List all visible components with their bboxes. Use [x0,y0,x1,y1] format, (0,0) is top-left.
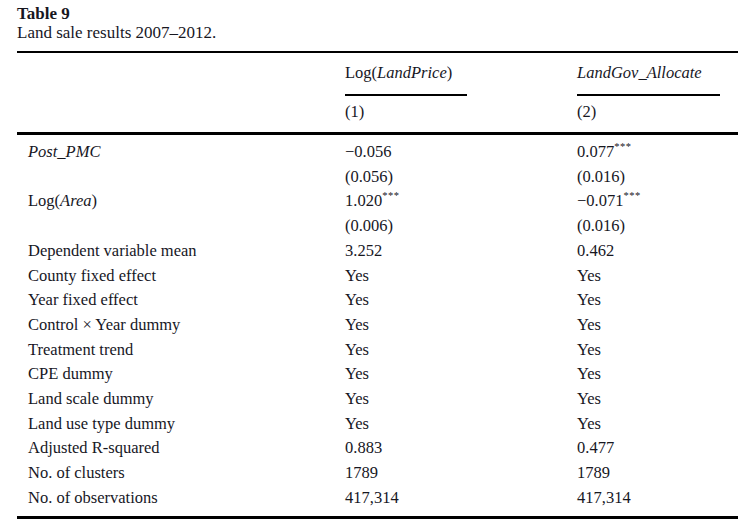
regression-table: Table 9 Land sale results 2007–2012. Log… [17,4,738,519]
table-row: (0.056) (0.016) [17,165,738,190]
table-header-row: Log(LandPrice) (1) LandGov_Allocate (2) [17,53,738,121]
cell-col2: Yes [577,288,738,313]
table-row: Adjusted R-squared 0.883 0.477 [17,436,738,461]
significance-stars: *** [614,141,631,152]
cell-col1: 3.252 [345,239,577,264]
cell-col2: 0.077*** [577,140,738,165]
row-label: Year fixed effect [17,288,345,313]
table-row: Dependent variable mean 3.252 0.462 [17,239,738,264]
row-label: No. of observations [17,486,345,511]
row-label: Adjusted R-squared [17,436,345,461]
table-row: Treatment trend Yes Yes [17,338,738,363]
table-bottom-rule [17,516,738,519]
row-label: Land use type dummy [17,412,345,437]
row-label: CPE dummy [17,362,345,387]
table-row: No. of observations 417,314 417,314 [17,486,738,511]
cell-col1: 1.020*** [345,189,577,214]
column-header-1-var: LandPrice [377,63,447,82]
row-label: Dependent variable mean [17,239,345,264]
cell-col2: 1789 [577,461,738,486]
table-caption: Land sale results 2007–2012. [17,23,738,42]
column-header-1-underline [345,94,467,96]
cell-col1: Yes [345,412,577,437]
table-row: County fixed effect Yes Yes [17,264,738,289]
cell-col2: (0.016) [577,165,738,190]
cell-col1: Yes [345,387,577,412]
cell-col2: Yes [577,264,738,289]
paper-page: Table 9 Land sale results 2007–2012. Log… [0,0,743,524]
cell-col2: Yes [577,338,738,363]
table-row: Land scale dummy Yes Yes [17,387,738,412]
table-row: Log(Area) 1.020*** −0.071*** [17,189,738,214]
cell-col1: (0.056) [345,165,577,190]
column-header-1-post: ) [447,63,453,82]
table-row: Year fixed effect Yes Yes [17,288,738,313]
table-row: Post_PMC −0.056 0.077*** [17,140,738,165]
cell-col1: 417,314 [345,486,577,511]
cell-col2: 0.462 [577,239,738,264]
row-label: Land scale dummy [17,387,345,412]
column-header-2-var: LandGov_Allocate [577,63,702,82]
cell-col2: 0.477 [577,436,738,461]
significance-stars: *** [623,190,640,201]
row-label [17,214,345,239]
cell-col1: Yes [345,362,577,387]
cell-col1: Yes [345,288,577,313]
column-header-2: LandGov_Allocate (2) [577,53,738,121]
column-header-2-title: LandGov_Allocate [577,64,738,82]
cell-col1: 0.883 [345,436,577,461]
cell-col2: Yes [577,362,738,387]
column-header-1-pre: Log( [345,63,377,82]
column-header-1-title: Log(LandPrice) [345,64,577,82]
table-body: Post_PMC −0.056 0.077*** (0.056) (0.016)… [17,135,738,511]
table-number-label: Table 9 [17,4,738,23]
cell-col2: Yes [577,387,738,412]
column-number-1: (1) [345,103,577,121]
cell-col1: (0.006) [345,214,577,239]
cell-col1: Yes [345,313,577,338]
cell-col1: −0.056 [345,140,577,165]
row-label: Treatment trend [17,338,345,363]
cell-col2: −0.071*** [577,189,738,214]
significance-stars: *** [382,190,399,201]
row-label: No. of clusters [17,461,345,486]
cell-col1: 1789 [345,461,577,486]
cell-col2: Yes [577,313,738,338]
table-row: (0.006) (0.016) [17,214,738,239]
header-spacer [17,53,345,121]
column-number-2: (2) [577,103,738,121]
row-label: Post_PMC [17,140,345,165]
row-label: Control × Year dummy [17,313,345,338]
cell-col2: (0.016) [577,214,738,239]
cell-col2: 417,314 [577,486,738,511]
table-row: CPE dummy Yes Yes [17,362,738,387]
row-label: Log(Area) [17,189,345,214]
cell-col1: Yes [345,338,577,363]
row-label: County fixed effect [17,264,345,289]
column-header-1: Log(LandPrice) (1) [345,53,577,121]
table-row: Land use type dummy Yes Yes [17,412,738,437]
cell-col1: Yes [345,264,577,289]
cell-col2: Yes [577,412,738,437]
row-label [17,165,345,190]
table-row: No. of clusters 1789 1789 [17,461,738,486]
table-row: Control × Year dummy Yes Yes [17,313,738,338]
column-header-2-underline [577,94,720,96]
